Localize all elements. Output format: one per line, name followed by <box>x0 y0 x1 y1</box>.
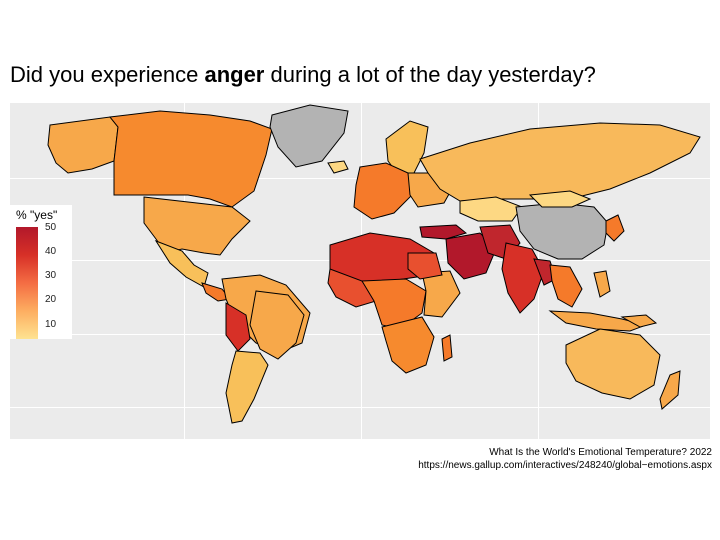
gridline <box>10 334 710 335</box>
gridline <box>10 407 710 408</box>
region-philippines <box>593 270 611 298</box>
region-canada <box>109 110 273 208</box>
region-papua <box>620 314 658 328</box>
region-turkey <box>419 224 468 240</box>
region-western-europe <box>353 162 413 220</box>
legend-tick-label: 40 <box>45 246 57 257</box>
world-map <box>47 104 701 424</box>
region-new-zealand <box>659 370 681 410</box>
region-bolivia-peru <box>225 302 251 352</box>
region-brazil <box>249 290 305 360</box>
region-russia <box>419 122 701 202</box>
legend-tick-label: 10 <box>45 319 57 330</box>
legend: % "yes" 50 40 30 20 10 <box>10 205 72 339</box>
legend-color-bar <box>16 227 38 339</box>
region-korea-japan <box>605 214 625 242</box>
region-australia <box>565 328 661 400</box>
source-url: https://news.gallup.com/interactives/248… <box>418 460 712 471</box>
source-caption: What Is the World's Emotional Temperatur… <box>489 447 712 458</box>
region-scandinavia <box>385 120 429 178</box>
legend-title: % "yes" <box>16 208 58 222</box>
region-sudan <box>407 252 443 280</box>
region-greenland <box>269 104 349 168</box>
region-kazakhstan <box>459 196 523 222</box>
title-suffix: during a lot of the day yesterday? <box>264 62 596 87</box>
region-alaska <box>47 116 119 174</box>
region-east-africa <box>421 270 461 318</box>
region-central-america <box>201 282 231 302</box>
region-southern-africa <box>381 316 435 374</box>
region-argentina-chile <box>225 350 269 424</box>
legend-tick-label: 30 <box>45 270 57 281</box>
region-mexico <box>154 239 209 288</box>
region-iceland <box>327 160 349 174</box>
region-pakistan-india <box>501 242 545 314</box>
region-usa <box>143 196 251 256</box>
region-middle-east <box>445 232 497 280</box>
region-southeast-asia <box>549 264 583 308</box>
region-mongolia <box>528 190 592 208</box>
legend-tick-label: 50 <box>45 222 57 233</box>
title-prefix: Did you experience <box>10 62 205 87</box>
region-indonesia <box>548 310 648 332</box>
title-emphasis: anger <box>204 62 265 87</box>
map-title: Did you experience anger during a lot of… <box>10 62 596 88</box>
region-madagascar <box>441 334 453 362</box>
legend-tick-label: 20 <box>45 294 57 305</box>
